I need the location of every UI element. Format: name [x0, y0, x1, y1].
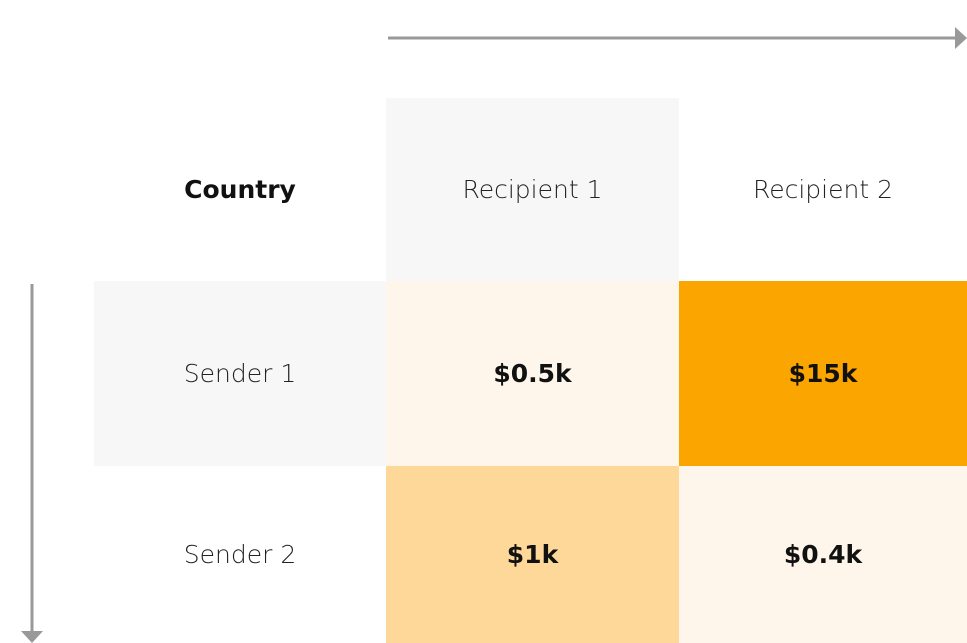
header-cell: Recipient 1 — [386, 98, 679, 281]
row-label: Sender 1 — [94, 281, 386, 466]
value-cell: $0.5k — [386, 281, 679, 466]
arrowhead — [21, 631, 43, 643]
value-cell: $15k — [679, 281, 967, 466]
value-cell: $1k — [386, 466, 679, 643]
row-label: Sender 2 — [94, 466, 386, 643]
header-cell: Recipient 2 — [679, 98, 967, 281]
value-cell: $0.4k — [679, 466, 967, 643]
arrowhead — [955, 27, 967, 49]
header-cell: Country — [94, 98, 386, 281]
